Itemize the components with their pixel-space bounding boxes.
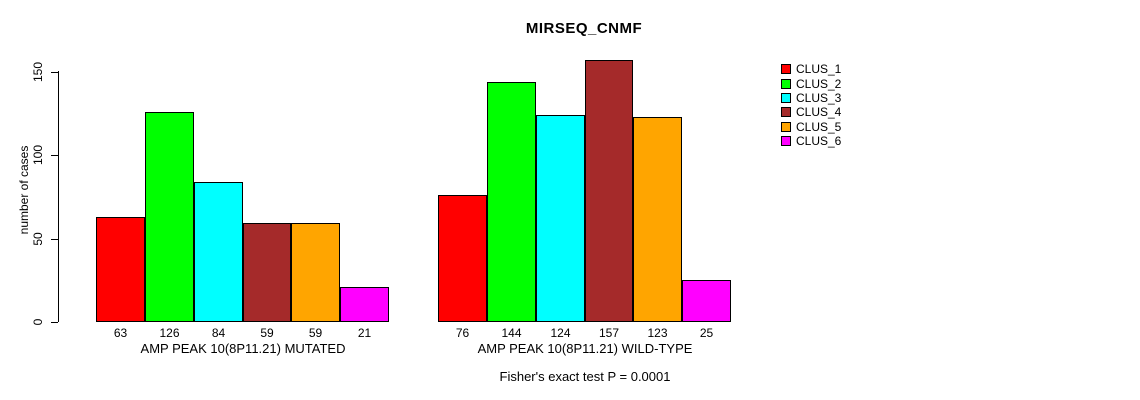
y-tick-label: 100: [31, 144, 45, 166]
legend-label: CLUS_5: [796, 119, 842, 134]
bar-value-label: 25: [699, 326, 714, 340]
y-axis-line: [58, 71, 59, 322]
bar-clus_1-group1: [96, 217, 145, 322]
bar-clus_1-group2: [438, 195, 487, 322]
legend-item-clus_1: CLUS_1: [781, 62, 841, 76]
legend-label: CLUS_4: [796, 105, 842, 120]
bar-value-label: 21: [357, 326, 372, 340]
legend-swatch-clus_1: [781, 64, 791, 75]
bar-value-label: 144: [501, 326, 522, 340]
legend-item-clus_4: CLUS_4: [781, 105, 841, 119]
bar-value-label: 59: [308, 326, 323, 340]
bar-value-label: 126: [159, 326, 180, 340]
legend-swatch-clus_2: [781, 78, 791, 89]
bar-value-label: 84: [211, 326, 226, 340]
legend-swatch-clus_6: [781, 136, 791, 147]
y-tick-label: 150: [31, 61, 45, 83]
bar-value-label: 59: [260, 326, 274, 340]
legend-swatch-clus_3: [781, 92, 791, 103]
group-label-1: AMP PEAK 10(8P11.21) MUTATED: [140, 341, 346, 356]
legend-swatch-clus_5: [781, 121, 791, 132]
y-tick-label: 0: [31, 318, 45, 326]
y-tick-label: 50: [31, 232, 45, 246]
y-axis-label: number of cases: [17, 145, 31, 235]
legend-swatch-clus_4: [781, 107, 791, 118]
y-tick: [51, 322, 58, 323]
bar-clus_4-group1: [243, 223, 291, 322]
bar-clus_2-group1: [145, 112, 194, 322]
bar-clus_3-group2: [536, 115, 585, 322]
legend-label: CLUS_6: [796, 134, 842, 149]
bar-value-label: 76: [455, 326, 470, 340]
fisher-test-annotation: Fisher's exact test P = 0.0001: [499, 369, 671, 384]
bar-clus_6-group2: [682, 280, 731, 322]
bar-clus_3-group1: [194, 182, 243, 322]
chart-title: MIRSEQ_CNMF: [525, 20, 643, 37]
legend-label: CLUS_3: [796, 90, 842, 105]
legend-item-clus_3: CLUS_3: [781, 91, 841, 105]
bar-clus_6-group1: [340, 287, 389, 322]
y-tick: [51, 72, 58, 73]
bar-clus_5-group1: [291, 223, 340, 322]
legend: CLUS_1 CLUS_2 CLUS_3 CLUS_4 CLUS_5 CLUS_6: [781, 62, 841, 148]
bar-clus_5-group2: [633, 117, 682, 322]
bar-clus_2-group2: [487, 82, 536, 322]
bar-value-label: 157: [598, 326, 620, 340]
legend-item-clus_2: CLUS_2: [781, 76, 841, 90]
bar-value-label: 124: [550, 326, 571, 340]
bar-clus_4-group2: [585, 60, 633, 322]
legend-label: CLUS_1: [796, 62, 842, 77]
bar-value-label: 63: [113, 326, 128, 340]
legend-item-clus_5: CLUS_5: [781, 120, 841, 134]
legend-item-clus_6: CLUS_6: [781, 134, 841, 148]
bar-value-label: 123: [647, 326, 668, 340]
y-tick: [51, 155, 58, 156]
y-tick: [51, 239, 58, 240]
legend-label: CLUS_2: [796, 76, 842, 91]
group-label-2: AMP PEAK 10(8P11.21) WILD-TYPE: [477, 341, 693, 356]
